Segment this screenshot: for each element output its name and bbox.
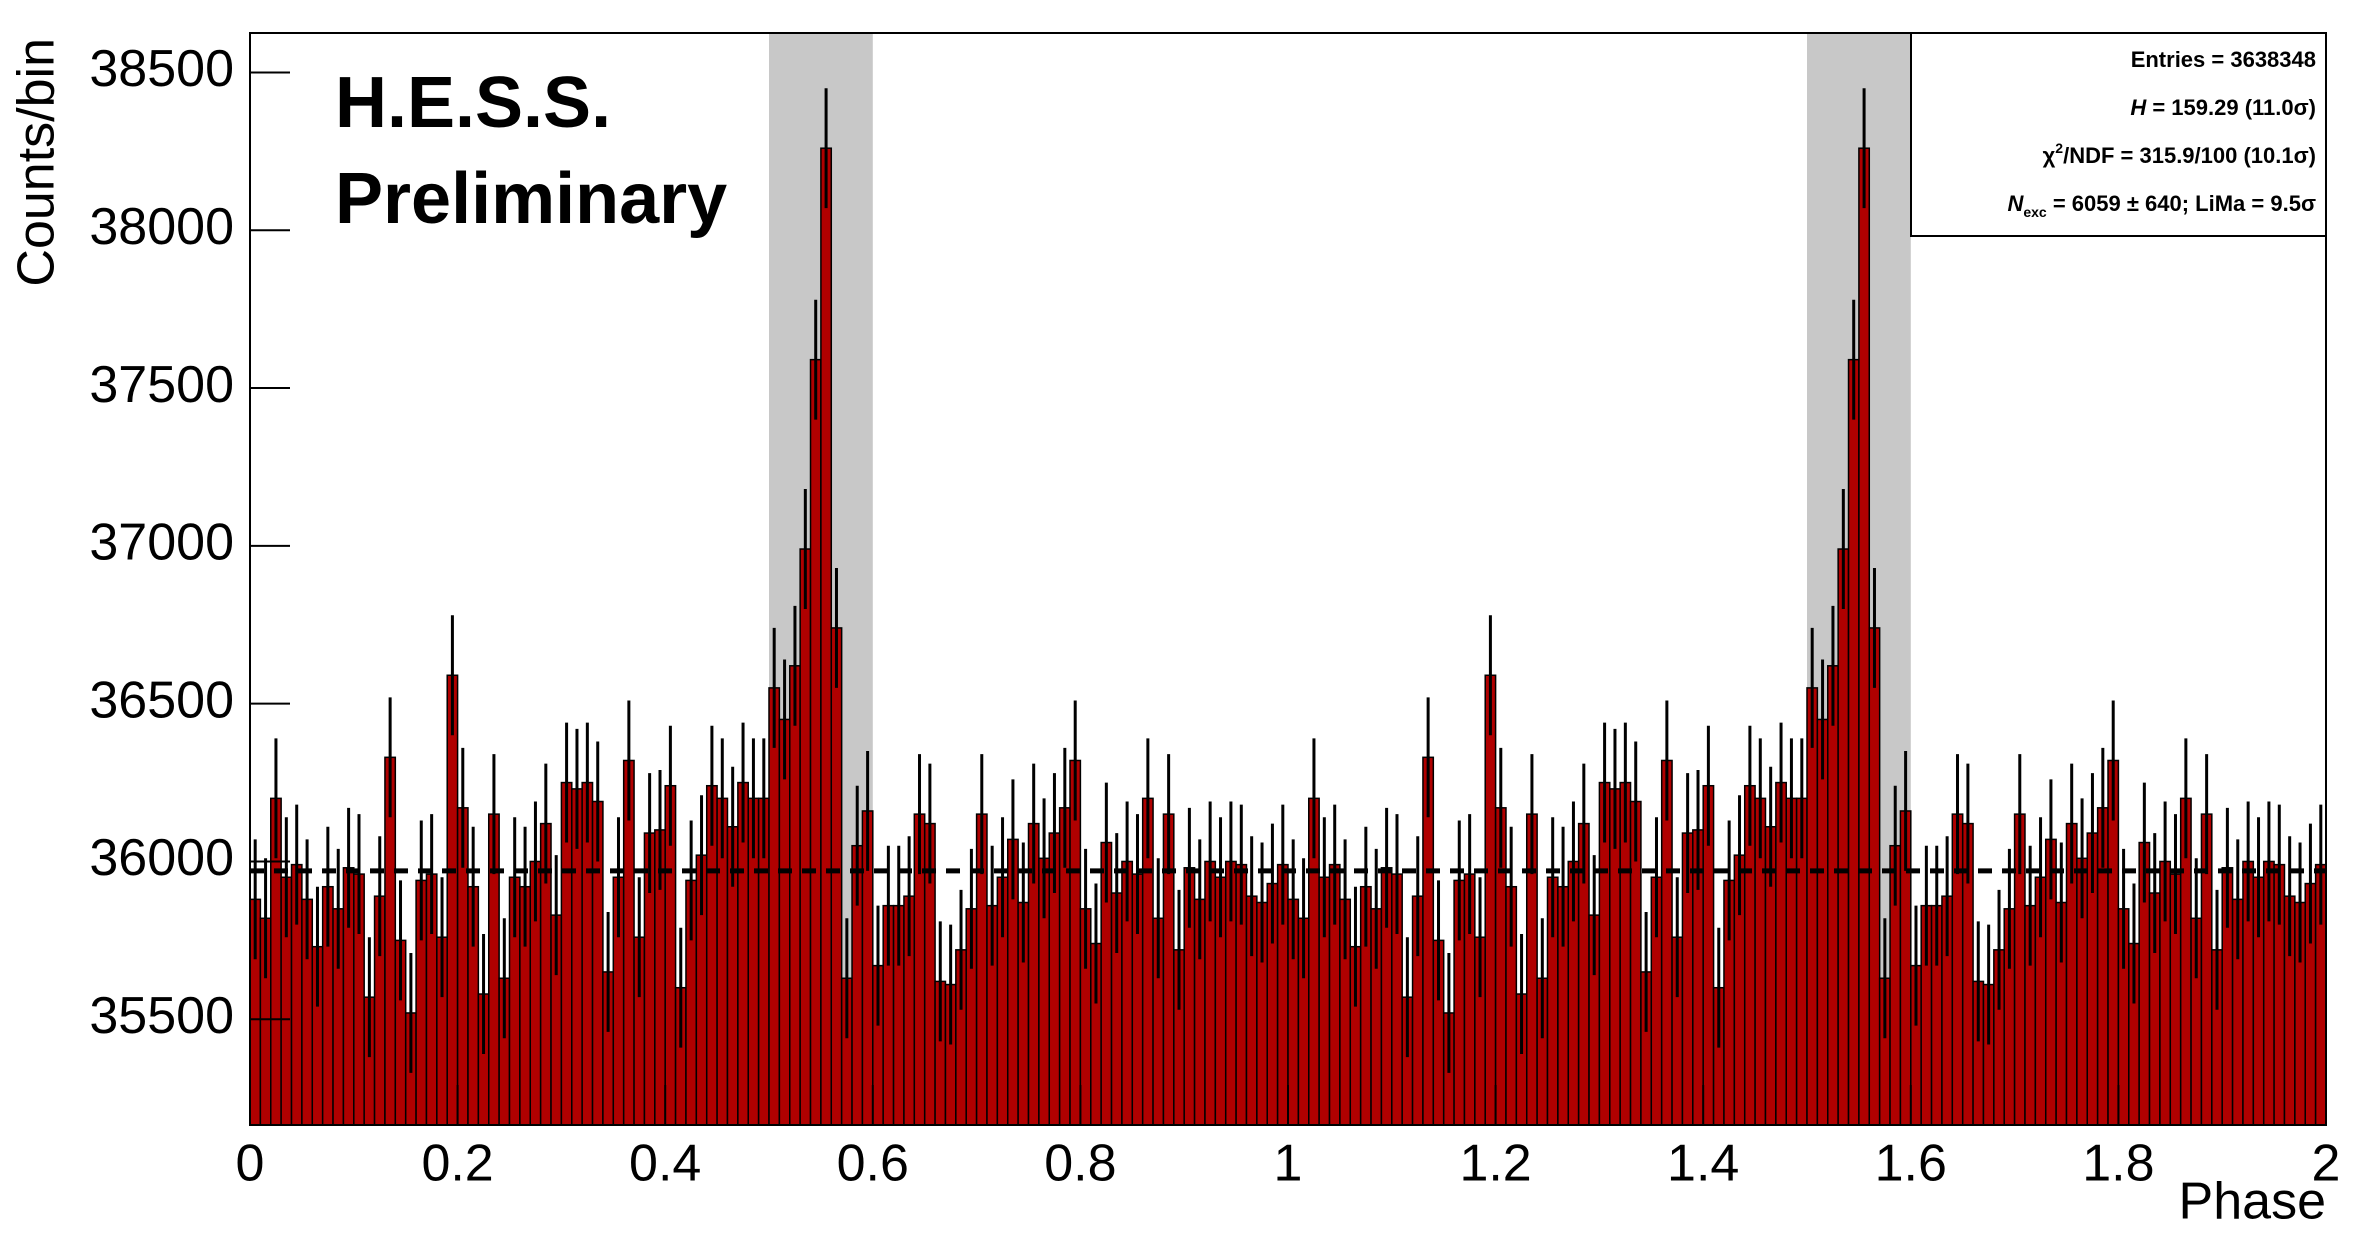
title-line: H.E.S.S. [335,63,611,143]
bar [830,627,843,1126]
y-tick-label: 37000 [89,514,234,572]
stats-text: = 6059 ± 640; LiMa = 9.5σ [2047,191,2316,216]
bar [820,147,833,1126]
x-tick-label: 1.8 [2082,1135,2154,1193]
stats-line: χ2/NDF = 315.9/100 (10.1σ) [2043,140,2316,168]
y-tick-label: 36000 [89,829,234,887]
stats-text: H [2130,95,2147,120]
x-tick-label: 0.2 [421,1135,493,1193]
x-tick-label: 0.8 [1044,1135,1116,1193]
bar [1816,718,1829,1126]
stats-text: N [2007,191,2024,216]
y-tick-label: 36500 [89,671,234,729]
x-tick-label: 1 [1274,1135,1303,1193]
x-tick-label: 1.2 [1459,1135,1531,1193]
bar [1484,674,1497,1126]
x-tick-label: 1.4 [1667,1135,1739,1193]
bar [1868,627,1881,1126]
bar [768,687,781,1126]
x-tick-label: 1.6 [1875,1135,1947,1193]
stats-line: Nexc = 6059 ± 640; LiMa = 9.5σ [2007,191,2316,220]
bar [446,674,459,1126]
stats-text: /NDF = 315.9/100 (10.1σ) [2063,143,2316,168]
title-line: Preliminary [335,159,727,239]
y-tick-label: 38500 [89,40,234,98]
x-axis-title: Phase [2179,1173,2326,1231]
stats-text: χ [2043,143,2056,168]
x-tick-label: 0.4 [629,1135,701,1193]
bar [1837,548,1850,1126]
stats-box [1910,32,2327,237]
bar [789,665,801,1126]
x-tick-label: 2 [2312,1135,2341,1193]
bar [1858,147,1871,1126]
y-tick-label: 37500 [89,356,234,414]
x-tick-label: 0 [236,1135,265,1193]
y-tick-label: 35500 [89,987,234,1045]
bar [1806,687,1819,1126]
x-tick-label: 0.6 [837,1135,909,1193]
stats-text: 2 [2055,140,2063,156]
bar [778,718,791,1126]
stats-line: Entries = 3638348 [2131,47,2316,72]
stats-text: Entries = 3638348 [2131,47,2316,72]
stats-text: exc [2023,204,2047,220]
bar [1847,358,1860,1126]
y-tick-label: 38000 [89,198,234,256]
bar [809,358,822,1126]
bar [799,548,812,1126]
y-axis-title: Counts/bin [8,38,66,287]
stats-text: = 159.29 (11.0σ) [2146,95,2316,120]
bar [1827,665,1839,1126]
stats-line: H = 159.29 (11.0σ) [2130,95,2316,120]
